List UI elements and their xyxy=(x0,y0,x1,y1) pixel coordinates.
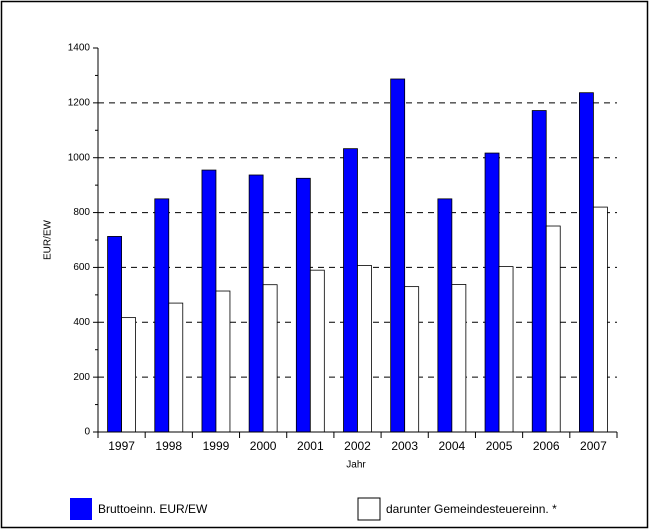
bar xyxy=(531,110,547,433)
x-tick-label: 2001 xyxy=(297,439,324,453)
x-tick-label: 2006 xyxy=(533,439,560,453)
bar xyxy=(201,169,217,433)
bar xyxy=(343,148,358,433)
bar xyxy=(451,284,467,433)
y-tick-label: 1200 xyxy=(68,97,91,108)
bar xyxy=(390,78,406,433)
x-axis-label: Jahr xyxy=(346,460,366,471)
bar xyxy=(309,269,325,433)
x-tick-label: 1997 xyxy=(108,439,135,453)
bar xyxy=(154,198,170,433)
x-tick-label: 2004 xyxy=(439,439,466,453)
x-tick-label: 2007 xyxy=(580,439,607,453)
y-tick-label: 1000 xyxy=(68,152,91,163)
x-tick-label: 1998 xyxy=(155,439,182,453)
bar xyxy=(484,152,500,433)
y-tick-label: 400 xyxy=(73,317,90,328)
bar xyxy=(121,317,136,433)
bar xyxy=(262,284,278,433)
legend-swatch xyxy=(357,497,381,521)
x-tick-label: 2005 xyxy=(486,439,513,453)
legend-label: darunter Gemeindesteuereinn. * xyxy=(386,502,557,516)
legend-label: Bruttoeinn. EUR/EW xyxy=(98,502,208,516)
x-tick-label: 2000 xyxy=(250,439,277,453)
x-tick-label: 2002 xyxy=(344,439,371,453)
bar xyxy=(593,206,608,433)
bar xyxy=(404,286,420,433)
bar xyxy=(215,290,231,433)
y-tick-label: 800 xyxy=(73,207,90,218)
bar xyxy=(579,92,594,433)
bar xyxy=(545,225,561,433)
bar xyxy=(107,236,122,433)
bar xyxy=(295,177,311,433)
y-axis-label: EUR/EW xyxy=(43,219,54,260)
bar xyxy=(437,198,453,433)
y-tick-label: 1400 xyxy=(68,43,91,54)
y-tick-label: 0 xyxy=(84,427,90,438)
legend-swatch xyxy=(70,498,92,520)
x-tick-label: 1999 xyxy=(203,439,230,453)
bar xyxy=(168,302,184,433)
y-tick-label: 200 xyxy=(73,372,90,383)
bar xyxy=(248,174,264,433)
y-tick-label: 600 xyxy=(73,262,90,273)
bar xyxy=(357,265,372,433)
x-tick-label: 2003 xyxy=(391,439,418,453)
bar xyxy=(498,266,514,433)
